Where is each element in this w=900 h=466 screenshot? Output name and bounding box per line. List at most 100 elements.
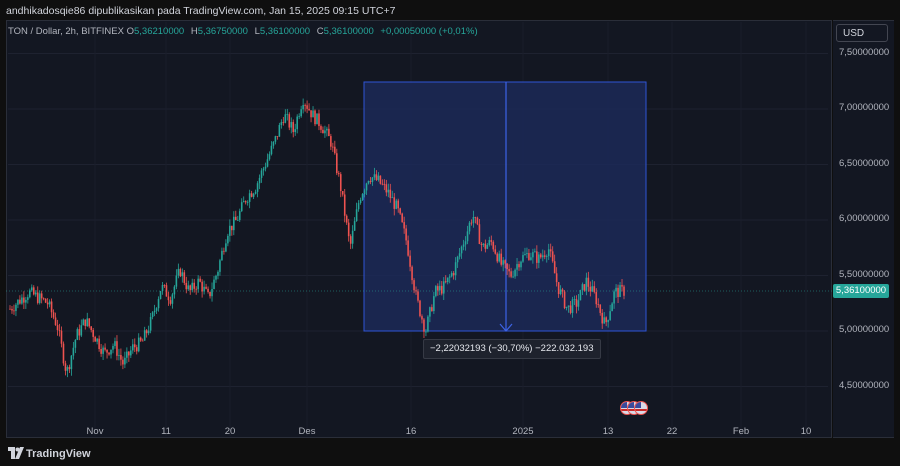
candle-body — [611, 303, 613, 312]
candle-body — [124, 357, 126, 365]
candle-body — [337, 173, 340, 175]
measure-result-label: −2,22032193 (−30,70%) −222.032.193 — [423, 339, 601, 359]
candle-body — [189, 285, 192, 291]
candle-body — [23, 297, 25, 303]
candle-body — [393, 197, 396, 209]
candle-body — [264, 166, 267, 169]
candle-body — [557, 282, 560, 295]
candle-body — [359, 199, 362, 204]
candle-body — [60, 330, 63, 344]
candle-body — [116, 341, 118, 356]
candle-body — [282, 122, 285, 123]
candle-body — [573, 299, 576, 300]
candle-body — [171, 294, 174, 304]
candle-body — [227, 235, 229, 244]
candle-body — [203, 286, 205, 292]
candle-body — [72, 347, 75, 356]
candle-body — [165, 285, 168, 297]
candle-body — [581, 284, 584, 290]
us-flag-icon[interactable] — [634, 401, 648, 415]
candle-body — [195, 288, 197, 290]
candle-body — [68, 367, 71, 370]
candle-body — [141, 340, 144, 342]
candle-body — [292, 122, 295, 133]
candle-body — [306, 105, 308, 109]
candle-body — [524, 254, 526, 256]
candle-body — [328, 128, 330, 137]
candle-body — [476, 217, 479, 225]
candle-body — [205, 286, 207, 289]
candle-body — [538, 254, 540, 263]
candle-body — [389, 189, 392, 198]
candle-body — [320, 126, 322, 130]
currency-selector[interactable]: USD — [836, 24, 888, 42]
candle-body — [175, 275, 178, 287]
candle-body — [256, 183, 259, 192]
candle-body — [502, 260, 504, 265]
legend-open-label: O — [126, 26, 134, 37]
candle-body — [401, 213, 403, 223]
footer-bar — [0, 441, 900, 466]
candle-body — [504, 260, 506, 264]
candle-body — [381, 183, 384, 185]
candle-body — [464, 241, 467, 245]
candle-body — [179, 268, 182, 277]
candle-body — [308, 108, 310, 111]
candle-body — [506, 263, 508, 270]
candle-body — [332, 146, 334, 148]
candle-body — [11, 308, 13, 311]
candle-body — [151, 312, 154, 317]
candle-body — [559, 289, 562, 295]
candle-body — [139, 337, 142, 341]
candle-body — [518, 264, 520, 268]
candle-body — [583, 284, 586, 291]
candle-body — [84, 319, 87, 327]
time-tick: 11 — [161, 426, 171, 437]
candle-body — [128, 351, 130, 356]
candle-body — [225, 243, 227, 252]
legend-close: 5,36100000 — [323, 26, 374, 37]
candle-body — [528, 253, 530, 260]
candle-body — [215, 275, 217, 280]
candle-body — [561, 289, 564, 292]
candle-body — [411, 266, 413, 281]
candle-body — [383, 183, 386, 185]
candle-body — [369, 180, 372, 182]
candle-body — [88, 318, 91, 327]
price-axis[interactable] — [833, 20, 894, 438]
candle-body — [569, 305, 572, 313]
candle-body — [534, 251, 536, 253]
candle-body — [427, 316, 429, 332]
candle-body — [163, 284, 166, 286]
price-tick: 4,50000000 — [839, 380, 890, 391]
candle-body — [448, 276, 451, 278]
candle-body — [27, 297, 29, 300]
candle-body — [122, 359, 124, 365]
economic-events-markers[interactable] — [620, 401, 650, 415]
candle-body — [260, 170, 263, 178]
candle-body — [183, 272, 186, 283]
candle-body — [252, 193, 255, 197]
candle-body — [462, 244, 465, 247]
candle-body — [147, 330, 150, 334]
candle-body — [593, 286, 596, 293]
candle-body — [318, 113, 320, 127]
candle-body — [17, 299, 19, 305]
candle-body — [64, 363, 67, 371]
candle-body — [508, 269, 510, 272]
candle-body — [50, 301, 53, 313]
legend-low-label: L — [254, 26, 260, 37]
candle-body — [553, 261, 556, 274]
measure-range-box[interactable] — [363, 81, 647, 332]
candle-body — [536, 251, 538, 263]
time-tick: 10 — [800, 426, 812, 437]
candle-body — [300, 109, 302, 117]
candle-body — [486, 244, 489, 249]
candle-body — [589, 286, 592, 292]
candle-body — [197, 278, 199, 290]
candle-body — [391, 197, 394, 199]
legend-low: 5,36100000 — [259, 26, 311, 37]
candle-body — [607, 319, 609, 323]
candle-body — [54, 317, 57, 326]
